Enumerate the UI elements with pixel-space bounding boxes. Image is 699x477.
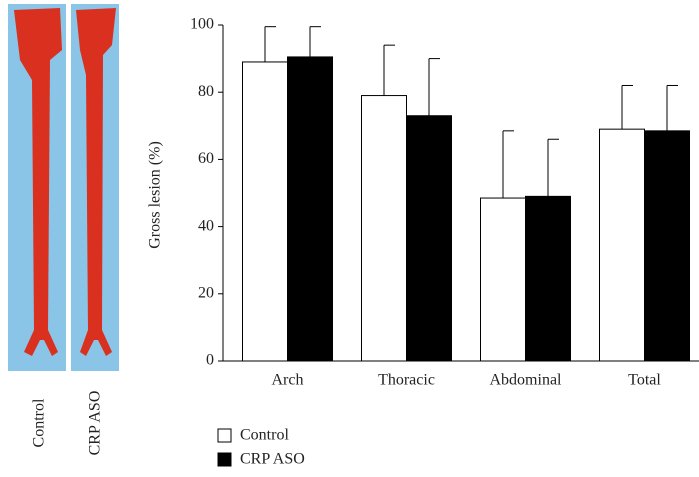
y-tick-label: 100 (190, 16, 214, 33)
separator (66, 4, 71, 371)
y-tick-label: 60 (198, 150, 214, 167)
legend-label: Control (240, 427, 289, 444)
bar (599, 128, 645, 362)
bar (480, 197, 526, 362)
x-tick-label: Total (628, 372, 661, 389)
x-tick-label: Arch (272, 372, 304, 389)
x-tick-label: Abdominal (490, 372, 563, 389)
y-tick-label: 80 (198, 83, 214, 100)
y-tick-label: 20 (198, 284, 214, 301)
bar (242, 61, 288, 362)
x-tick-label: Thoracic (378, 372, 435, 389)
aorta-crp-aso (76, 8, 116, 356)
bar (406, 115, 452, 362)
bar (287, 56, 333, 362)
y-tick-label: 0 (206, 352, 214, 369)
bar (361, 95, 407, 362)
legend-swatch (217, 428, 232, 443)
bar (644, 130, 690, 362)
aorta-photos (8, 4, 119, 371)
legend-swatch (217, 452, 232, 467)
photo-label: CRP ASO (87, 391, 104, 456)
y-tick-label: 40 (198, 217, 214, 234)
y-axis-label: Gross lesion (%) (147, 141, 164, 249)
aorta-control (14, 8, 62, 356)
legend-label: CRP ASO (240, 451, 305, 468)
bar (525, 195, 571, 362)
photo-label: Control (31, 398, 48, 447)
